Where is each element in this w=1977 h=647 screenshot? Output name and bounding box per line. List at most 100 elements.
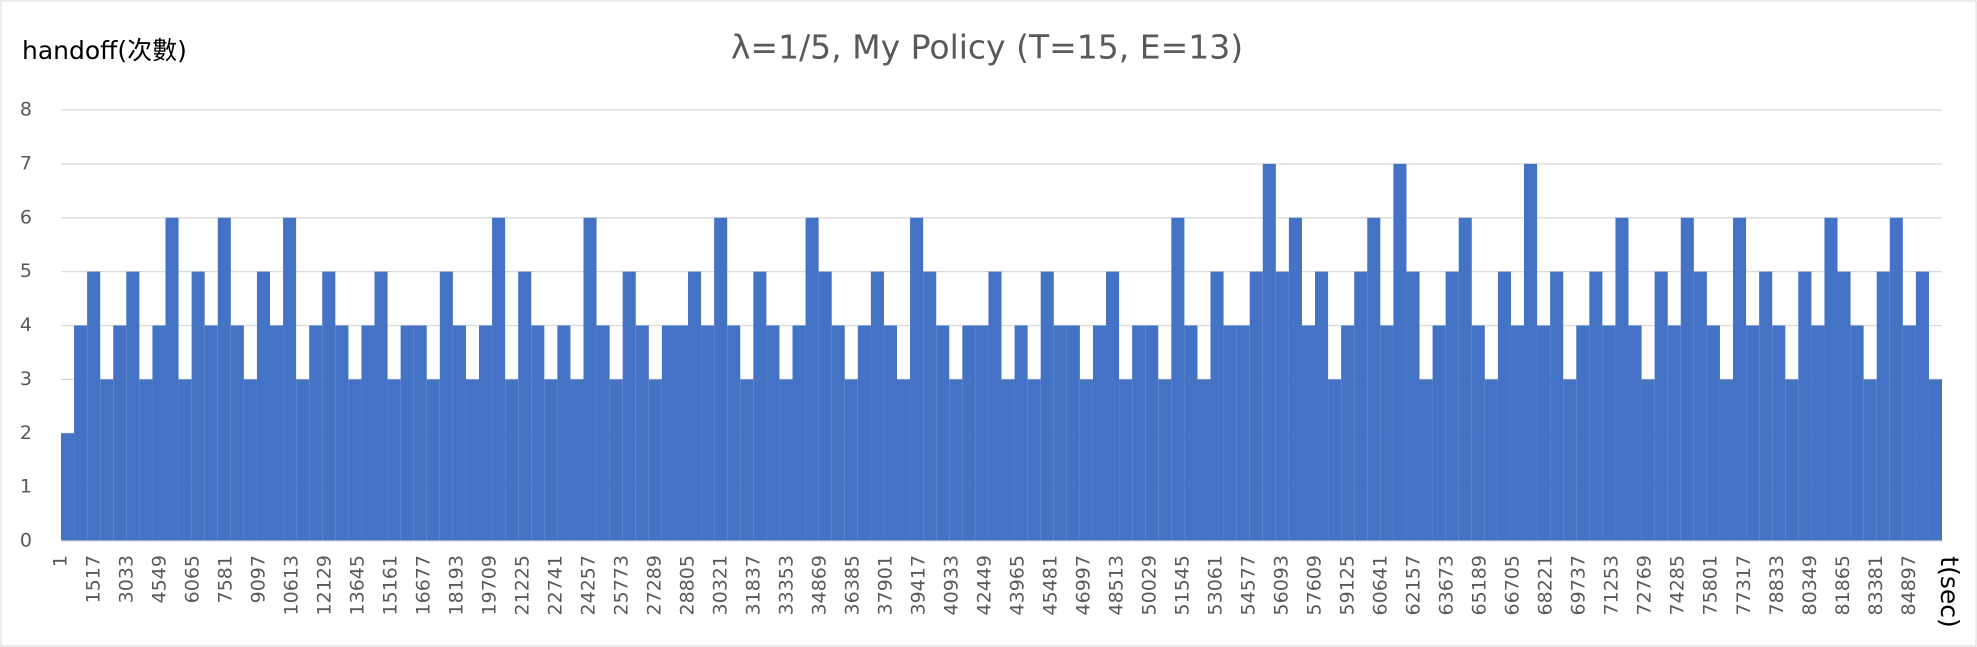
bar xyxy=(256,271,271,541)
x-tick-label: 13645 xyxy=(347,555,369,615)
bar xyxy=(361,325,375,541)
bar xyxy=(152,325,166,541)
x-tick-label: 27289 xyxy=(644,555,666,615)
y-tick-label: 8 xyxy=(20,99,32,121)
bar xyxy=(831,325,845,541)
x-tick-label: 83381 xyxy=(1865,555,1887,615)
bar xyxy=(701,325,715,541)
x-tick-label: 12129 xyxy=(314,555,336,615)
bar xyxy=(988,271,1002,541)
x-tick-label: 57609 xyxy=(1304,555,1326,615)
bar xyxy=(740,379,754,541)
x-tick-label: 21225 xyxy=(512,555,534,615)
bar xyxy=(1824,217,1838,541)
x-axis-label: t(sec) xyxy=(1935,556,1964,627)
bar xyxy=(1759,271,1773,541)
bar xyxy=(204,325,218,541)
x-tick-label: 34869 xyxy=(809,555,831,615)
bar xyxy=(296,379,310,541)
bar xyxy=(923,271,937,541)
bar xyxy=(1014,325,1028,541)
x-tick-label: 24257 xyxy=(578,555,600,615)
bar xyxy=(1850,325,1864,541)
x-tick-label: 68221 xyxy=(1535,555,1557,615)
bar xyxy=(1445,271,1459,541)
y-tick-label: 0 xyxy=(20,530,32,552)
bar xyxy=(583,217,597,541)
bar xyxy=(348,379,362,541)
chart-title: λ=1/5, My Policy (T=15, E=13) xyxy=(731,28,1243,67)
bar xyxy=(844,379,858,541)
bar xyxy=(1706,325,1720,541)
bar xyxy=(1053,325,1067,541)
bar xyxy=(1654,271,1668,541)
x-tick-label: 60641 xyxy=(1370,555,1392,615)
x-tick-label: 46997 xyxy=(1073,555,1095,615)
bar xyxy=(1928,379,1942,541)
bar xyxy=(1315,271,1329,541)
bar xyxy=(1602,325,1616,541)
bar xyxy=(270,325,284,541)
bar xyxy=(1406,271,1420,541)
x-tick-label: 74285 xyxy=(1667,555,1689,615)
x-tick-label: 33353 xyxy=(776,555,798,615)
y-axis-label: handoff(次數) xyxy=(22,36,187,65)
bar xyxy=(570,379,584,541)
bar xyxy=(1197,379,1211,541)
x-tick-label: 81865 xyxy=(1832,555,1854,615)
bar xyxy=(165,217,179,541)
bar xyxy=(674,325,689,541)
bar xyxy=(1641,379,1655,541)
x-tick-label: 78833 xyxy=(1766,555,1788,615)
y-tick-label: 7 xyxy=(20,152,32,174)
bar xyxy=(1393,163,1407,541)
y-tick-label: 1 xyxy=(20,476,32,498)
y-tick-label: 3 xyxy=(20,368,32,390)
x-tick-label: 4549 xyxy=(149,555,171,603)
bar xyxy=(1027,379,1041,541)
bar xyxy=(936,325,950,541)
bar xyxy=(1876,271,1890,541)
bar xyxy=(1079,379,1093,541)
bar xyxy=(1628,325,1642,541)
bar xyxy=(335,325,349,541)
bar xyxy=(962,325,976,541)
bar xyxy=(661,325,675,541)
bar xyxy=(1145,325,1159,541)
y-tick-label: 4 xyxy=(20,314,32,336)
bar xyxy=(191,271,205,541)
bar xyxy=(1288,217,1302,541)
bar xyxy=(439,271,453,541)
x-tick-label: 42449 xyxy=(974,555,996,615)
bar xyxy=(1667,325,1681,541)
bar xyxy=(805,217,819,541)
x-tick-label: 62157 xyxy=(1403,555,1425,615)
bar xyxy=(1236,325,1250,541)
bar xyxy=(178,379,192,541)
bar xyxy=(1092,325,1107,541)
bar xyxy=(1733,217,1747,541)
bar xyxy=(1066,325,1080,541)
bar xyxy=(1863,379,1877,541)
bar xyxy=(1576,325,1590,541)
x-tick-label: 1517 xyxy=(83,555,105,603)
x-tick-label: 9097 xyxy=(248,555,270,603)
bar xyxy=(1275,271,1289,541)
bar xyxy=(648,379,662,541)
bar xyxy=(1301,325,1316,541)
bar xyxy=(465,379,480,541)
bar xyxy=(243,379,257,541)
bar xyxy=(1837,271,1851,541)
x-tick-label: 48513 xyxy=(1106,555,1128,615)
y-tick-label: 2 xyxy=(20,422,32,444)
bar xyxy=(897,379,911,541)
bar xyxy=(1772,325,1786,541)
bar xyxy=(622,271,636,541)
bar xyxy=(492,217,506,541)
bar xyxy=(1184,325,1198,541)
x-tick-label: 71253 xyxy=(1601,555,1623,615)
bar xyxy=(126,271,140,541)
bar xyxy=(1158,379,1172,541)
x-tick-label: 10613 xyxy=(281,555,303,615)
bar xyxy=(544,379,558,541)
